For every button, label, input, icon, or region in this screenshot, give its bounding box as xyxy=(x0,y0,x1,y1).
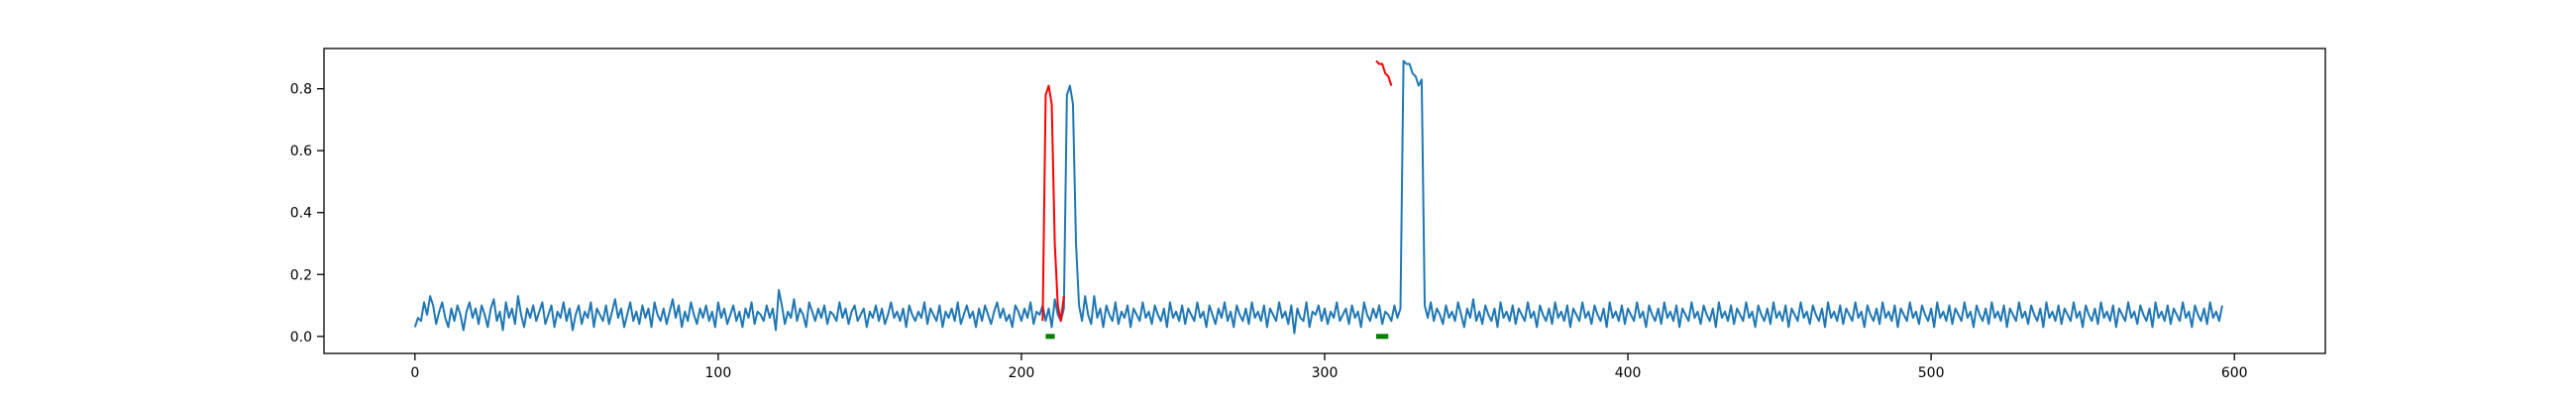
y-tick-label: 0.6 xyxy=(290,144,312,159)
x-tick-label: 500 xyxy=(1918,365,1945,381)
y-tick-label: 0.2 xyxy=(290,267,312,283)
x-tick-label: 300 xyxy=(1312,365,1339,381)
series-line-0-0 xyxy=(413,59,2223,335)
x-tick-label: 400 xyxy=(1615,365,1642,381)
y-tick-label: 0.8 xyxy=(290,82,312,98)
series-line-1-0 xyxy=(1041,84,1065,323)
y-tick-label: 0.0 xyxy=(290,330,312,346)
plot-lines xyxy=(413,59,2223,340)
x-tick-label: 0 xyxy=(410,365,419,381)
x-tick-label: 200 xyxy=(1009,365,1035,381)
x-tick-label: 600 xyxy=(2221,365,2248,381)
y-tick-label: 0.4 xyxy=(290,206,312,222)
x-axis-ticks: 0 100 200 300 400 500 600 xyxy=(410,353,2248,381)
x-tick-label: 100 xyxy=(705,365,732,381)
y-axis-ticks: 0.0 0.2 0.4 0.6 0.8 xyxy=(290,82,324,346)
plot-frame xyxy=(323,48,2326,354)
series-line-1-1 xyxy=(1375,59,1393,86)
